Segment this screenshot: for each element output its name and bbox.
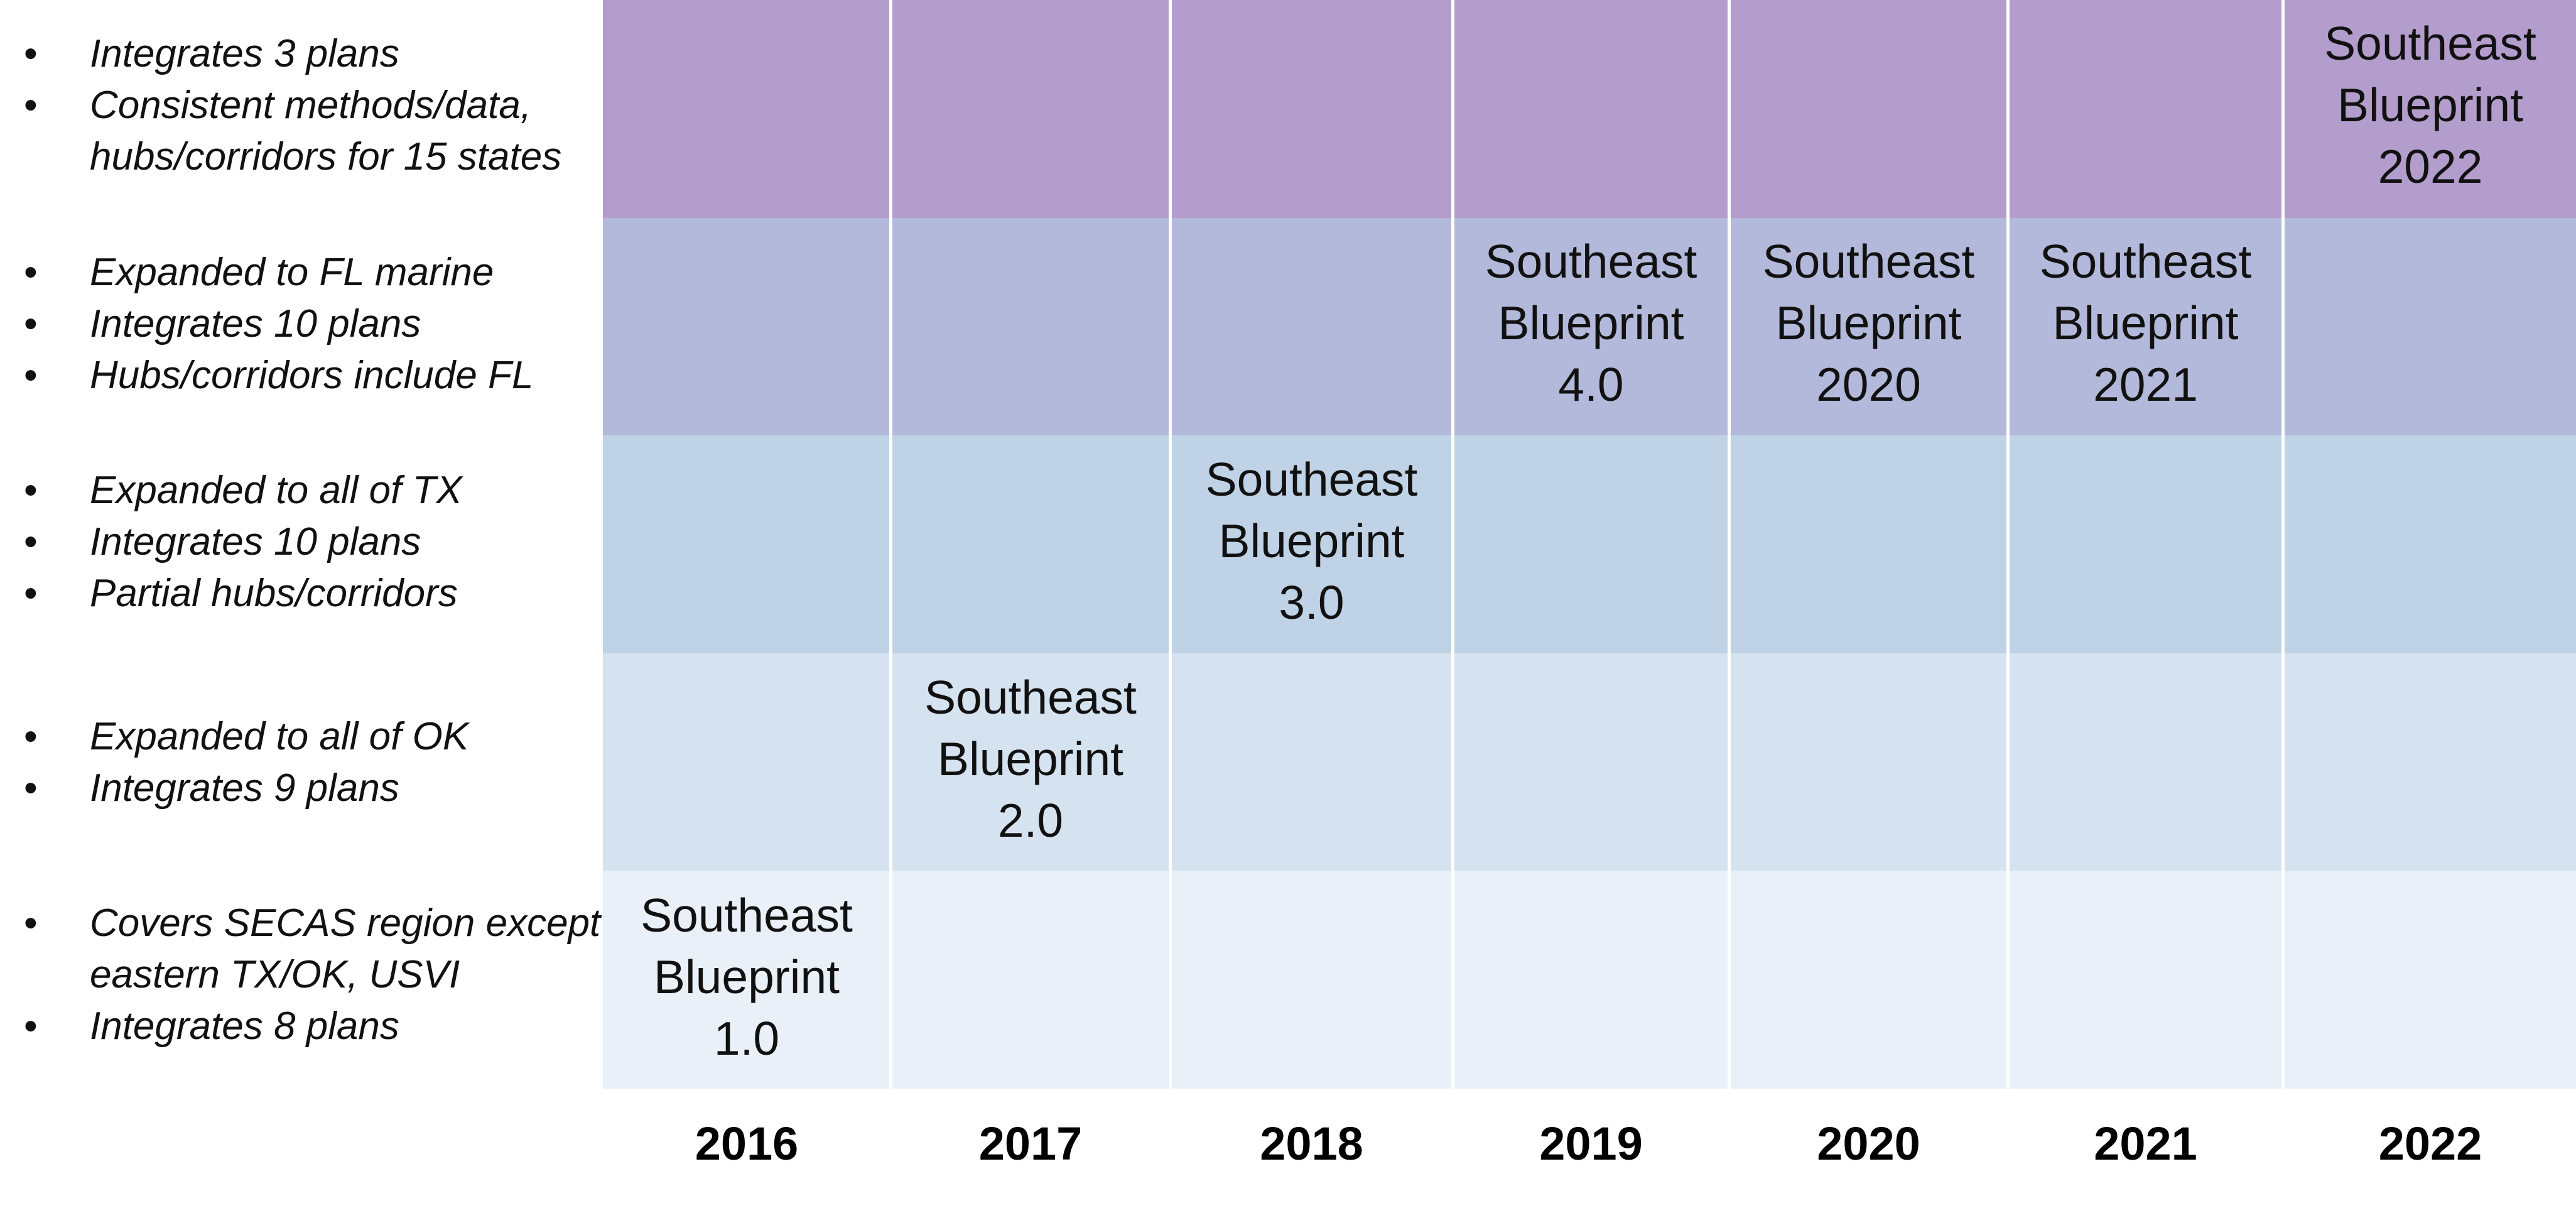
version-label-4-0: Southeast Blueprint 4.0 — [1454, 231, 1728, 415]
band-2018 — [603, 435, 2576, 653]
note-line: • Consistent methods/data, — [0, 80, 603, 131]
bullet-icon: • — [24, 354, 38, 397]
version-label-line: Southeast — [1762, 235, 1975, 288]
note-text: Expanded to all of TX — [90, 469, 462, 512]
notes-row-2019-2021: • Expanded to FL marine • Integrates 10 … — [0, 247, 603, 401]
version-label-line: Blueprint — [653, 950, 840, 1003]
bullet-icon: • — [24, 469, 38, 512]
note-text: Covers SECAS region except — [90, 901, 601, 945]
version-label-3-0: Southeast Blueprint 3.0 — [1172, 449, 1451, 633]
year-label-2018: 2018 — [1260, 1118, 1363, 1170]
note-line: • Covers SECAS region except — [0, 898, 603, 949]
year-label-2020: 2020 — [1817, 1118, 1920, 1170]
version-label-line: Southeast — [2324, 17, 2536, 70]
version-label-2021: Southeast Blueprint 2021 — [2010, 231, 2281, 415]
notes-column: • Integrates 3 plans • Consistent method… — [0, 0, 603, 1089]
bullet-icon: • — [24, 251, 38, 294]
note-text: Integrates 9 plans — [90, 766, 399, 810]
version-label-line: Blueprint — [937, 732, 1123, 785]
column-divider — [2006, 0, 2010, 1089]
bullet-icon: • — [24, 901, 38, 945]
version-number: 3.0 — [1279, 576, 1345, 629]
notes-row-2017: • Expanded to all of OK • Integrates 9 p… — [0, 711, 603, 814]
year-label-2019: 2019 — [1539, 1118, 1643, 1170]
bullet-icon: • — [24, 84, 38, 127]
note-line: • Integrates 8 plans — [0, 1001, 603, 1052]
bullet-icon: • — [24, 520, 38, 563]
version-label-line: Blueprint — [1498, 297, 1684, 349]
note-line: • Integrates 3 plans — [0, 28, 603, 80]
note-line: eastern TX/OK, USVI — [0, 949, 603, 1001]
version-number: 4.0 — [1558, 358, 1624, 411]
note-line: • Integrates 10 plans — [0, 298, 603, 350]
version-label-2022: Southeast Blueprint 2022 — [2285, 13, 2576, 197]
notes-row-2022: • Integrates 3 plans • Consistent method… — [0, 28, 603, 183]
note-line: hubs/corridors for 15 states — [0, 131, 603, 183]
version-label-line: Southeast — [2039, 235, 2252, 288]
band-2019-2021 — [603, 217, 2576, 436]
column-divider — [2281, 0, 2285, 1089]
note-text: eastern TX/OK, USVI — [90, 953, 460, 996]
note-text: Expanded to FL marine — [90, 251, 494, 294]
band-2017 — [603, 653, 2576, 871]
year-label-2017: 2017 — [978, 1118, 1083, 1170]
bullet-icon: • — [24, 572, 38, 615]
year-label-2016: 2016 — [695, 1118, 799, 1170]
band-2016 — [603, 871, 2576, 1089]
version-label-line: Blueprint — [2337, 79, 2523, 131]
version-label-line: Southeast — [1485, 235, 1697, 288]
note-text: Integrates 10 plans — [90, 302, 421, 346]
version-number: 2020 — [1816, 358, 1921, 411]
bullet-icon: • — [24, 766, 38, 810]
column-divider — [889, 0, 892, 1089]
bullet-icon: • — [24, 715, 38, 758]
version-label-2020: Southeast Blueprint 2020 — [1731, 231, 2006, 415]
version-label-line: Southeast — [641, 889, 853, 942]
bullet-icon: • — [24, 32, 38, 75]
note-line: • Hubs/corridors include FL — [0, 350, 603, 401]
timeline-grid: Southeast Blueprint 1.0 Southeast Bluepr… — [603, 0, 2576, 1089]
note-line: • Expanded to all of TX — [0, 465, 603, 516]
band-2022 — [603, 0, 2576, 218]
notes-row-2016: • Covers SECAS region except eastern TX/… — [0, 898, 603, 1052]
note-text: Consistent methods/data, — [90, 84, 532, 127]
note-line: • Integrates 9 plans — [0, 763, 603, 814]
note-text: Expanded to all of OK — [90, 715, 469, 758]
bullet-icon: • — [24, 302, 38, 346]
notes-row-2018: • Expanded to all of TX • Integrates 10 … — [0, 465, 603, 619]
column-divider — [1169, 0, 1172, 1089]
version-number: 2021 — [2093, 358, 2198, 411]
version-label-line: Blueprint — [1775, 297, 1962, 349]
note-text: Partial hubs/corridors — [90, 572, 458, 615]
note-line: • Expanded to FL marine — [0, 247, 603, 298]
version-label-line: Southeast — [924, 671, 1137, 724]
version-label-2-0: Southeast Blueprint 2.0 — [892, 667, 1169, 851]
note-text: Integrates 10 plans — [90, 520, 421, 563]
version-label-line: Blueprint — [1218, 514, 1405, 567]
bullet-icon: • — [24, 1004, 38, 1048]
version-number: 1.0 — [713, 1012, 780, 1065]
version-label-1-0: Southeast Blueprint 1.0 — [603, 884, 890, 1069]
note-line: • Expanded to all of OK — [0, 711, 603, 763]
version-label-line: Southeast — [1205, 453, 1418, 506]
version-number: 2022 — [2378, 140, 2483, 193]
note-line: • Partial hubs/corridors — [0, 568, 603, 619]
note-text: Integrates 3 plans — [90, 32, 399, 75]
note-text: Integrates 8 plans — [90, 1004, 399, 1048]
version-label-line: Blueprint — [2052, 297, 2239, 349]
note-line: • Integrates 10 plans — [0, 516, 603, 568]
column-divider — [1728, 0, 1731, 1089]
note-text: Hubs/corridors include FL — [90, 354, 534, 397]
note-text: hubs/corridors for 15 states — [90, 135, 562, 178]
year-label-2022: 2022 — [2378, 1118, 2482, 1170]
column-divider — [1451, 0, 1454, 1089]
version-number: 2.0 — [997, 794, 1064, 847]
year-label-2021: 2021 — [2094, 1118, 2197, 1170]
